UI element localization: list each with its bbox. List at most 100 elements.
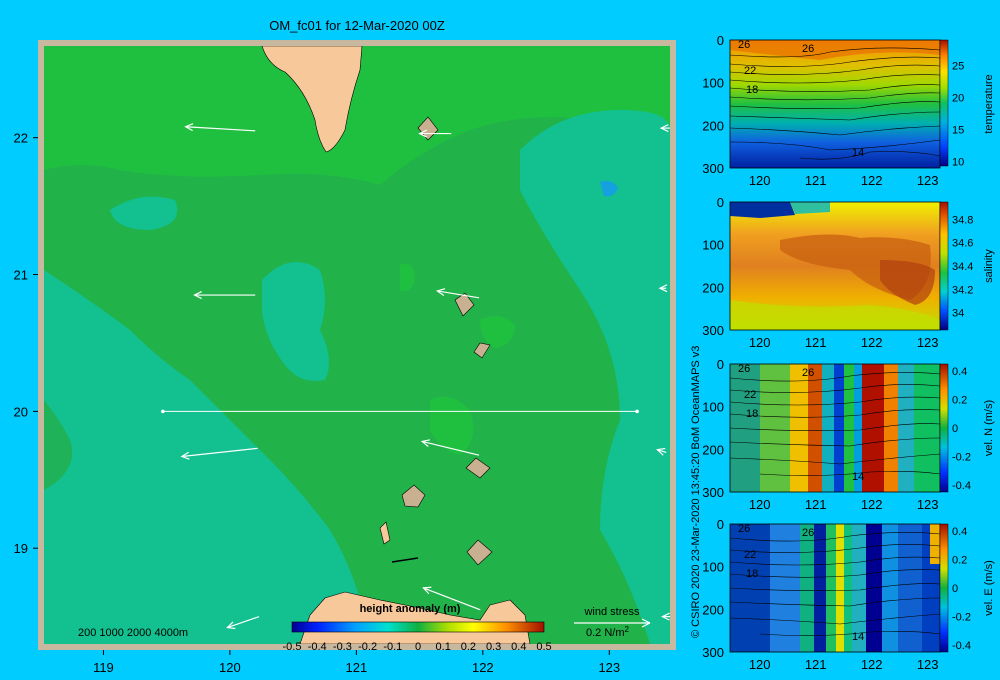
map-x-tick-label: 122 — [472, 660, 494, 675]
colorbar-tick-label: 0.4 — [511, 641, 526, 653]
panel-colorbar-tick: -0.2 — [952, 451, 971, 463]
wind-stress-arrow — [422, 586, 481, 611]
lon-tick-label: 121 — [805, 335, 827, 350]
depth-tick-label: 100 — [702, 238, 724, 253]
contour-label: 26 — [738, 363, 750, 375]
map-y-tick-label: 19 — [14, 541, 28, 556]
depth-scale-label: 200 1000 2000 4000m — [78, 627, 188, 639]
salinity-panel — [729, 201, 941, 331]
panel-colorbar-label: vel. N (m/s) — [983, 400, 995, 456]
depth-tick-label: 200 — [702, 442, 724, 457]
lon-tick-label: 123 — [917, 497, 939, 512]
contour-label: 26 — [738, 39, 750, 51]
depth-tick-label: 0 — [717, 517, 724, 532]
lon-tick-label: 121 — [805, 657, 827, 672]
depth-tick-label: 0 — [717, 33, 724, 48]
contour-label: 14 — [852, 631, 864, 643]
section-panel-axes: 0 100 200 300 120 121 122 123 25 20 15 10 temperatur… — [702, 33, 995, 672]
wind-stress-label: wind stress — [583, 606, 640, 618]
section-end-marker — [635, 409, 639, 414]
colorbar-tick-label: 0 — [415, 641, 421, 653]
depth-tick-label: 300 — [702, 323, 724, 338]
vel-n-colorbar — [939, 363, 949, 493]
panel-colorbar-label: temperature — [983, 74, 995, 133]
wind-stress-arrows — [180, 123, 670, 630]
panel-colorbar-tick: 0 — [952, 583, 958, 595]
map-y-tick-label: 21 — [14, 268, 28, 283]
vel-n-panel — [729, 363, 941, 493]
vel-e-panel — [729, 523, 941, 653]
height-anomaly-field — [44, 46, 670, 644]
lon-tick-label: 123 — [917, 173, 939, 188]
lon-tick-label: 120 — [749, 497, 771, 512]
panel-colorbar-tick: 34.6 — [952, 238, 973, 250]
contour-label: 14 — [852, 471, 864, 483]
salinity-colorbar — [939, 201, 949, 331]
colorbar-tick-label: 0.2 — [461, 641, 476, 653]
height-colorbar — [291, 621, 545, 633]
contour-label: 18 — [746, 84, 758, 96]
depth-tick-label: 100 — [702, 400, 724, 415]
depth-tick-label: 300 — [702, 645, 724, 660]
contour-label: 26 — [738, 523, 750, 535]
panel-colorbar-label: vel. E (m/s) — [983, 560, 995, 616]
wind-stress-arrow — [656, 447, 667, 456]
land-north — [261, 46, 363, 153]
depth-tick-label: 200 — [702, 280, 724, 295]
panel-colorbar-tick: 20 — [952, 93, 964, 105]
panel-colorbar-tick: -0.2 — [952, 611, 971, 623]
wind-stress-arrow — [661, 612, 670, 621]
panel-colorbar-tick: 10 — [952, 157, 964, 169]
lon-tick-label: 122 — [861, 335, 883, 350]
section-start-marker — [161, 409, 165, 414]
lon-tick-label: 122 — [861, 173, 883, 188]
map-panel: 119 120 121 122 123 22 21 20 19 200 1000 2000 4… — [14, 40, 676, 675]
temperature-axes: 0 100 200 300 120 121 122 123 25 20 15 10 temperatur… — [702, 33, 995, 188]
wind-stress-arrow — [659, 124, 670, 133]
map-x-axis: 119 120 121 122 123 — [93, 650, 620, 675]
map-y-tick-label: 20 — [14, 404, 28, 419]
temperature-panel — [729, 39, 941, 169]
depth-tick-label: 0 — [717, 357, 724, 372]
contour-label: 26 — [802, 43, 814, 55]
panel-colorbar-tick: -0.4 — [952, 640, 971, 652]
colorbar-tick-label: 0.5 — [536, 641, 551, 653]
colorbar-ticks: -0.5 -0.4 -0.3 -0.2 -0.1 0 0.1 0.2 0.3 0.4 0.5 — [283, 641, 552, 653]
colorbar-tick-label: 0.1 — [436, 641, 451, 653]
contour-label: 22 — [744, 549, 756, 561]
map-y-axis: 22 21 20 19 — [14, 131, 38, 556]
vel_n-axes: 0 100 200 300 120 121 122 123 0.4 0.2 0 -0.2 -0.4 vel… — [702, 357, 995, 512]
depth-tick-label: 300 — [702, 161, 724, 176]
panel-colorbar-tick: 0.2 — [952, 555, 967, 567]
panel-colorbar-tick: 34.2 — [952, 284, 973, 296]
wind-stress-arrow — [193, 291, 256, 300]
contour-label: 26 — [802, 527, 814, 539]
vel_e-axes: 0 100 200 300 120 121 122 123 0.4 0.2 0 -0.2 -0.4 vel… — [702, 517, 995, 672]
depth-tick-label: 100 — [702, 76, 724, 91]
depth-tick-label: 0 — [717, 195, 724, 210]
colorbar-tick-label: -0.1 — [383, 641, 402, 653]
panel-colorbar-tick: 25 — [952, 61, 964, 73]
lon-tick-label: 120 — [749, 657, 771, 672]
lon-tick-label: 121 — [805, 497, 827, 512]
wind-stress-arrow — [180, 447, 258, 460]
panel-colorbar-tick: 0.4 — [952, 526, 967, 538]
contour-label: 18 — [746, 568, 758, 580]
depth-tick-label: 200 — [702, 118, 724, 133]
colorbar-tick-label: -0.2 — [358, 641, 377, 653]
panel-colorbar-label: salinity — [983, 249, 995, 283]
wind-stress-arrow — [184, 123, 256, 132]
depth-tick-label: 100 — [702, 560, 724, 575]
wind-stress-arrow — [420, 439, 480, 456]
vel-e-colorbar — [939, 523, 949, 653]
colorbar-tick-label: -0.5 — [283, 641, 302, 653]
panel-colorbar-tick: 34 — [952, 308, 964, 320]
credit-text: © CSIRO 2020 23-Mar-2020 13:45:20 BoM Oc… — [690, 346, 702, 638]
colorbar-tick-label: -0.3 — [333, 641, 352, 653]
contour-label: 22 — [744, 389, 756, 401]
lon-tick-label: 123 — [917, 335, 939, 350]
lon-tick-label: 120 — [749, 173, 771, 188]
map-x-tick-label: 119 — [93, 660, 114, 675]
colorbar-tick-label: 0.3 — [486, 641, 501, 653]
colorbar-tick-label: -0.4 — [308, 641, 327, 653]
